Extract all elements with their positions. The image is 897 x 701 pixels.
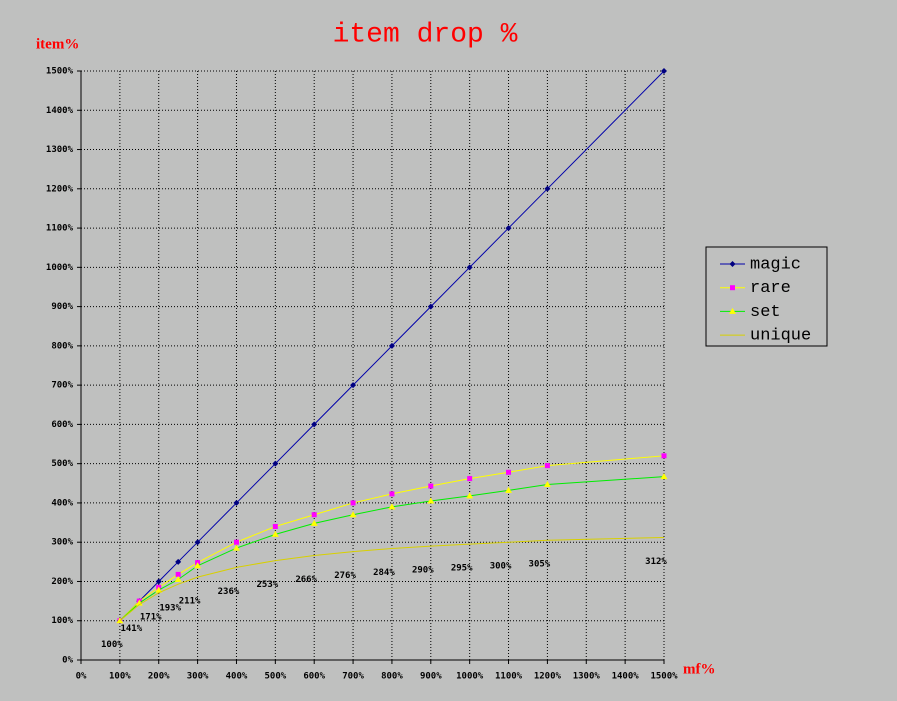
x-tick-label: 200%: [148, 672, 170, 682]
marker: [175, 558, 182, 565]
marker: [729, 261, 736, 267]
marker: [311, 421, 318, 428]
y-tick-label: 1100%: [46, 224, 74, 234]
marker: [311, 512, 317, 518]
data-label: 276%: [334, 571, 356, 581]
legend-label: set: [750, 303, 781, 322]
marker: [660, 473, 668, 480]
y-tick-label: 0%: [62, 656, 73, 666]
marker: [661, 453, 667, 459]
marker: [194, 562, 202, 569]
legend-label: rare: [750, 279, 791, 298]
data-label: 141%: [120, 624, 142, 634]
series-line: [119, 536, 665, 622]
y-tick-label: 1000%: [46, 263, 74, 273]
marker: [272, 523, 278, 529]
data-label: 312%: [645, 557, 667, 567]
y-tick-label: 1200%: [46, 184, 74, 194]
marker: [174, 576, 182, 583]
y-axis-label: item%: [36, 36, 79, 52]
marker: [175, 571, 181, 577]
y-tick-label: 900%: [51, 302, 73, 312]
data-label: 266%: [295, 575, 317, 585]
marker: [544, 463, 550, 469]
y-tick-label: 200%: [51, 577, 73, 587]
data-label: 211%: [179, 597, 201, 607]
marker: [272, 460, 279, 467]
x-tick-label: 600%: [303, 672, 325, 682]
marker: [505, 486, 513, 493]
marker: [310, 519, 318, 526]
x-tick-label: 0%: [76, 672, 87, 682]
marker: [427, 497, 435, 504]
marker: [466, 264, 473, 271]
data-label: 295%: [451, 564, 473, 574]
marker: [505, 225, 512, 232]
data-label: 236%: [218, 587, 240, 597]
marker: [427, 303, 434, 310]
x-tick-label: 100%: [109, 672, 131, 682]
y-tick-label: 600%: [51, 420, 73, 430]
marker: [388, 503, 396, 510]
data-label: 193%: [159, 604, 181, 614]
x-tick-label: 900%: [420, 672, 442, 682]
y-tick-label: 1300%: [46, 145, 74, 155]
marker: [350, 500, 356, 506]
marker: [388, 342, 395, 349]
marker: [729, 307, 736, 314]
legend-label: unique: [750, 327, 811, 346]
y-tick-label: 700%: [51, 381, 73, 391]
marker: [232, 544, 240, 551]
y-tick-label: 400%: [51, 498, 73, 508]
marker: [155, 586, 163, 593]
y-tick-label: 300%: [51, 538, 73, 548]
x-tick-label: 1300%: [573, 672, 601, 682]
data-label: 290%: [412, 566, 434, 576]
y-tick-label: 1500%: [46, 67, 74, 77]
marker: [543, 480, 551, 487]
marker: [155, 578, 162, 585]
x-tick-label: 1500%: [650, 672, 678, 682]
marker: [428, 483, 434, 489]
data-label: 253%: [256, 580, 278, 590]
legend-label: magic: [750, 255, 801, 274]
data-label: 100%: [101, 640, 123, 650]
data-label: 305%: [529, 560, 551, 570]
marker: [194, 539, 201, 546]
x-tick-label: 400%: [226, 672, 248, 682]
marker: [350, 382, 357, 389]
marker: [544, 185, 551, 192]
x-tick-label: 700%: [342, 672, 364, 682]
marker: [466, 492, 474, 499]
y-tick-label: 500%: [51, 459, 73, 469]
x-tick-label: 1200%: [534, 672, 562, 682]
marker: [661, 68, 667, 74]
marker: [506, 469, 512, 475]
marker: [389, 491, 395, 497]
data-label: 300%: [490, 562, 512, 572]
y-tick-label: 1400%: [46, 106, 74, 116]
x-tick-label: 300%: [187, 672, 209, 682]
x-tick-label: 1400%: [612, 672, 640, 682]
marker: [233, 539, 239, 545]
chart-title: item drop %: [333, 19, 518, 50]
marker: [730, 285, 735, 291]
marker: [349, 511, 357, 518]
marker: [271, 530, 279, 537]
marker: [233, 499, 240, 506]
y-tick-label: 800%: [51, 341, 73, 351]
x-tick-label: 1100%: [495, 672, 523, 682]
data-label: 171%: [140, 612, 162, 622]
marker: [467, 476, 473, 482]
x-tick-label: 1000%: [456, 672, 484, 682]
x-tick-label: 500%: [264, 672, 286, 682]
y-tick-label: 100%: [51, 616, 73, 626]
data-label: 284%: [373, 568, 395, 578]
x-axis-label: mf%: [683, 661, 716, 677]
x-tick-label: 800%: [381, 672, 403, 682]
